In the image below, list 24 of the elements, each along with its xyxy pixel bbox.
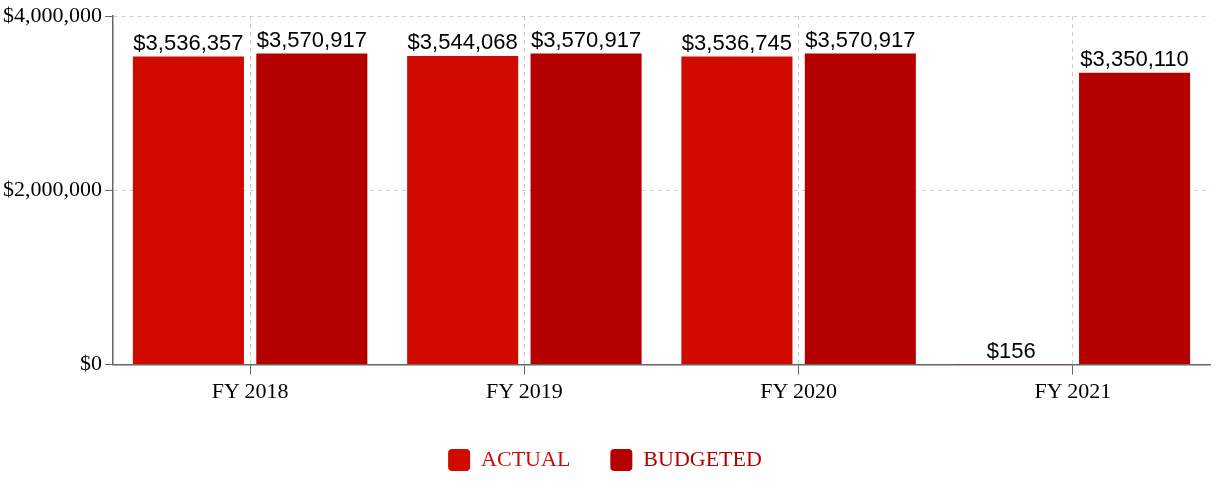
legend-label: ACTUAL bbox=[481, 445, 571, 471]
data-label: $3,536,745 bbox=[681, 29, 792, 55]
bar bbox=[256, 53, 368, 365]
data-label: $3,544,068 bbox=[407, 28, 518, 54]
legend-label: BUDGETED bbox=[643, 445, 762, 471]
y-tick-label: $4,000,000 bbox=[3, 1, 102, 27]
x-tick-label: FY 2021 bbox=[1034, 377, 1112, 403]
bar bbox=[804, 53, 916, 365]
data-label: $3,570,917 bbox=[256, 26, 367, 52]
x-tick-label: FY 2018 bbox=[211, 377, 289, 403]
x-tick-label: FY 2019 bbox=[485, 377, 563, 403]
data-label: $3,350,110 bbox=[1080, 45, 1189, 71]
data-label: $3,570,917 bbox=[531, 26, 642, 52]
data-label: $3,536,357 bbox=[133, 29, 244, 55]
y-tick-label: $0 bbox=[80, 350, 102, 376]
bar bbox=[407, 55, 519, 365]
bar bbox=[530, 53, 642, 365]
bar bbox=[132, 56, 244, 365]
bar bbox=[681, 56, 793, 365]
y-tick-label: $2,000,000 bbox=[3, 176, 102, 202]
bar bbox=[1079, 72, 1191, 365]
x-tick-label: FY 2020 bbox=[760, 377, 838, 403]
data-label: $3,570,917 bbox=[805, 26, 916, 52]
data-label: $156 bbox=[986, 337, 1036, 363]
